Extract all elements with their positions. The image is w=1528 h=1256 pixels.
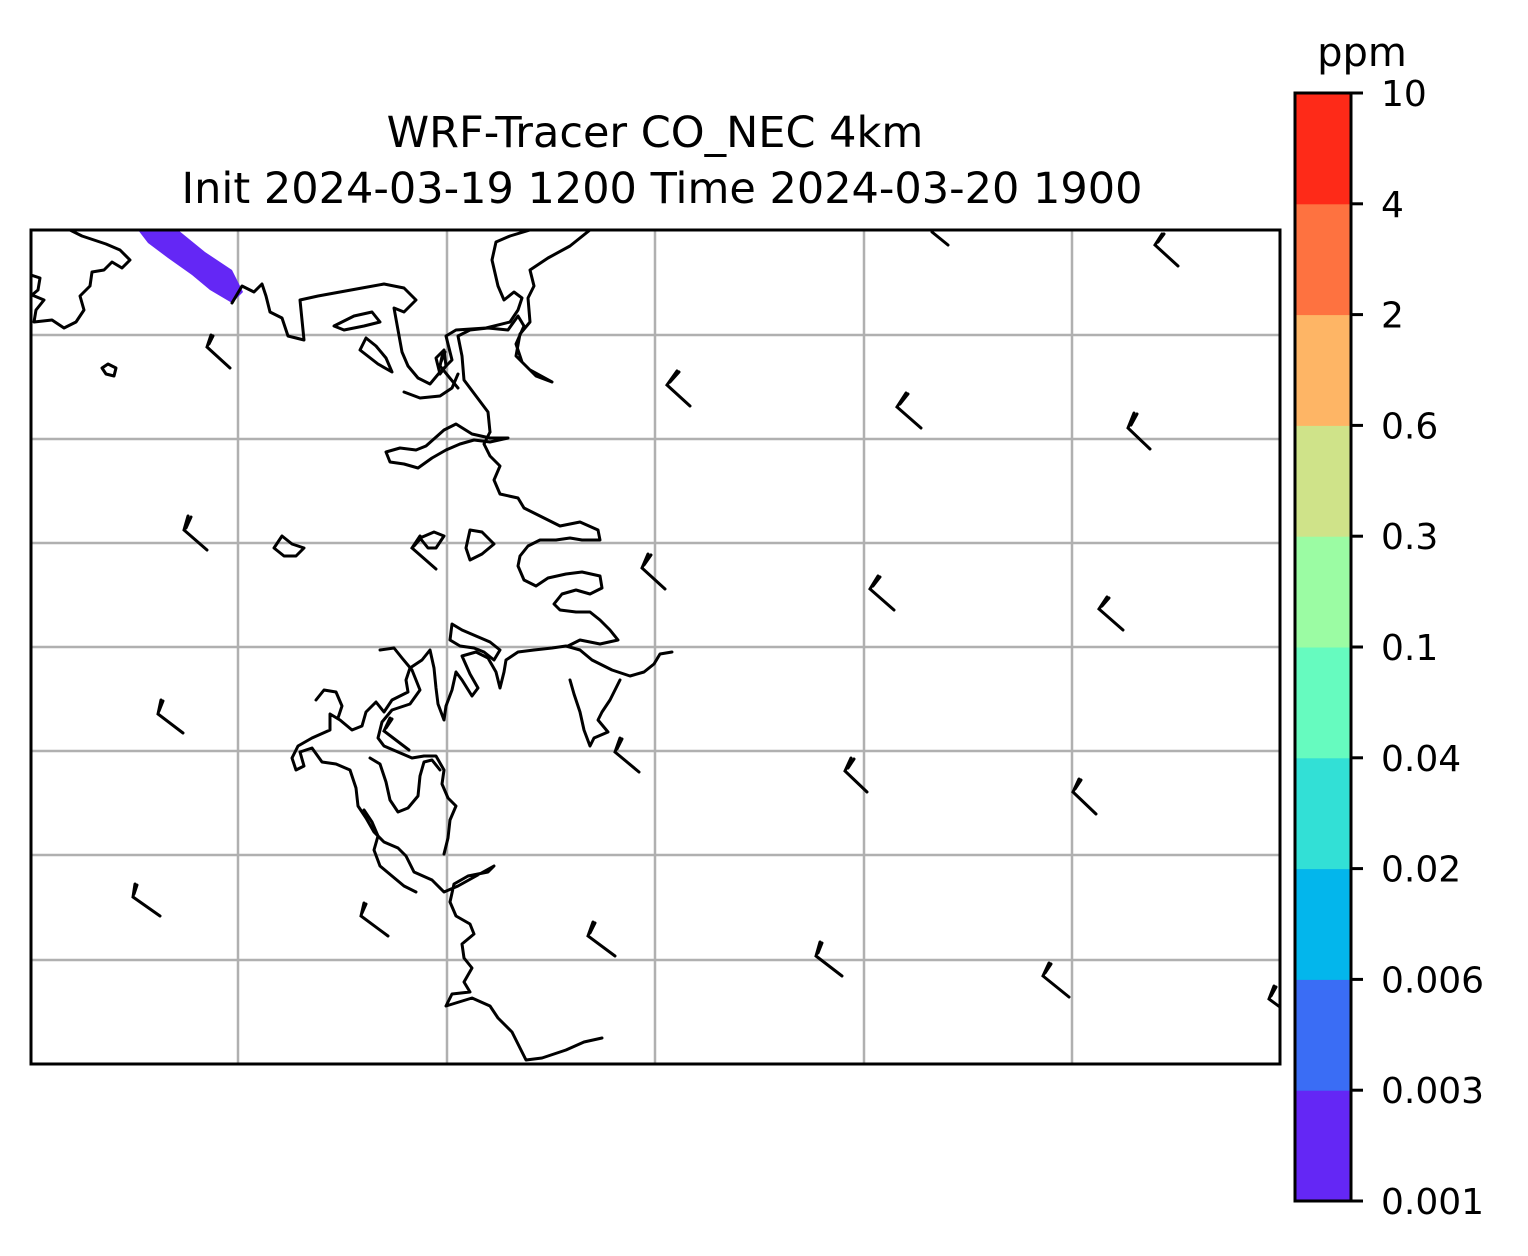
wind-barb [613,736,641,774]
map-title-line2: Init 2024-03-19 1200 Time 2024-03-20 190… [182,164,1143,214]
wind-barb [410,534,438,571]
coastline-island-center3 [464,528,496,562]
colorbar-band [1295,314,1351,426]
wind-barb [814,940,844,978]
colorbar-tick-label: 4 [1381,185,1404,226]
map-title-line1: WRF-Tracer CO_NEC 4km [387,108,924,158]
coastline-island-center2 [418,530,446,550]
colorbar-bands [1295,93,1351,1202]
colorbar-unit-label: ppm [1317,30,1407,76]
colorbar-band [1295,868,1351,980]
coastline-peninsula [448,622,502,662]
colorbar-band [1295,757,1351,870]
colorbar-tick-label: 10 [1381,74,1427,115]
colorbar-tick-label: 0.1 [1381,628,1438,669]
wind-barb [1153,232,1180,268]
wind-barb [156,698,185,735]
wind-barb [1041,961,1071,999]
wind-barb [1097,595,1125,632]
wind-barb [382,716,411,752]
colorbar-tick-label: 0.006 [1381,960,1484,1001]
wind-barbs [131,230,1280,1009]
coastline-inner-west [376,646,458,856]
colorbar-band [1295,93,1351,205]
coastline-south-bay [290,644,674,1062]
colorbar-band [1295,203,1351,316]
colorbar-tick-label: 0.6 [1381,406,1438,447]
wind-barb [586,920,617,958]
colorbar-tick-label: 0.001 [1381,1182,1484,1223]
wind-barb [868,574,896,612]
wind-barb [359,901,390,938]
colorbar-band [1295,979,1351,1091]
colorbar-band [1295,647,1351,759]
tracer-plume [138,230,243,303]
coastline-south-islands [568,678,622,748]
coastline-island-small [100,362,118,378]
wind-barb [843,756,869,794]
colorbar-tick-label: 0.02 [1381,850,1461,891]
wind-barb [930,230,950,247]
gridlines [31,230,1280,1064]
coastline-inlet [384,422,510,470]
coastlines [31,230,674,1062]
wind-barb [1126,411,1152,451]
wind-barb [182,514,209,552]
wind-barb [438,350,460,390]
coastline-south-inlet [314,688,344,720]
colorbar-band [1295,536,1351,648]
coastline-island-nw3 [358,336,394,374]
wind-barb [895,391,923,430]
map-panel [29,228,1282,1066]
coastline-inner-islands [368,756,442,814]
coastline-island-center [272,534,306,558]
colorbar-tick-label: 0.003 [1381,1071,1484,1112]
colorbar-band [1295,1090,1351,1202]
coastline-bay-north [456,230,592,434]
coastline-mid-west [482,430,620,648]
wind-barb [131,882,162,918]
wind-barb [1071,777,1098,816]
colorbar: ppm 0.001 0.003 0.006 0.02 0.04 0.1 0.3 0.6 2 4 10 [1293,30,1484,1223]
wind-barb [640,552,667,591]
coastline-island-nw2 [332,310,382,332]
map-frame [29,228,1282,1066]
colorbar-tick-label: 2 [1381,296,1404,337]
coastline-north-shore [230,230,532,386]
coastline-northwest [31,230,132,330]
wind-barb [205,333,232,370]
colorbar-band [1295,425,1351,537]
colorbar-tick-label: 0.04 [1381,739,1461,780]
wind-barb [665,369,692,408]
colorbar-tick-label: 0.3 [1381,517,1438,558]
colorbar-ticks: 0.001 0.003 0.006 0.02 0.04 0.1 0.3 0.6 2 4 10 [1351,74,1484,1223]
coastline-inner-islands2 [362,808,418,894]
